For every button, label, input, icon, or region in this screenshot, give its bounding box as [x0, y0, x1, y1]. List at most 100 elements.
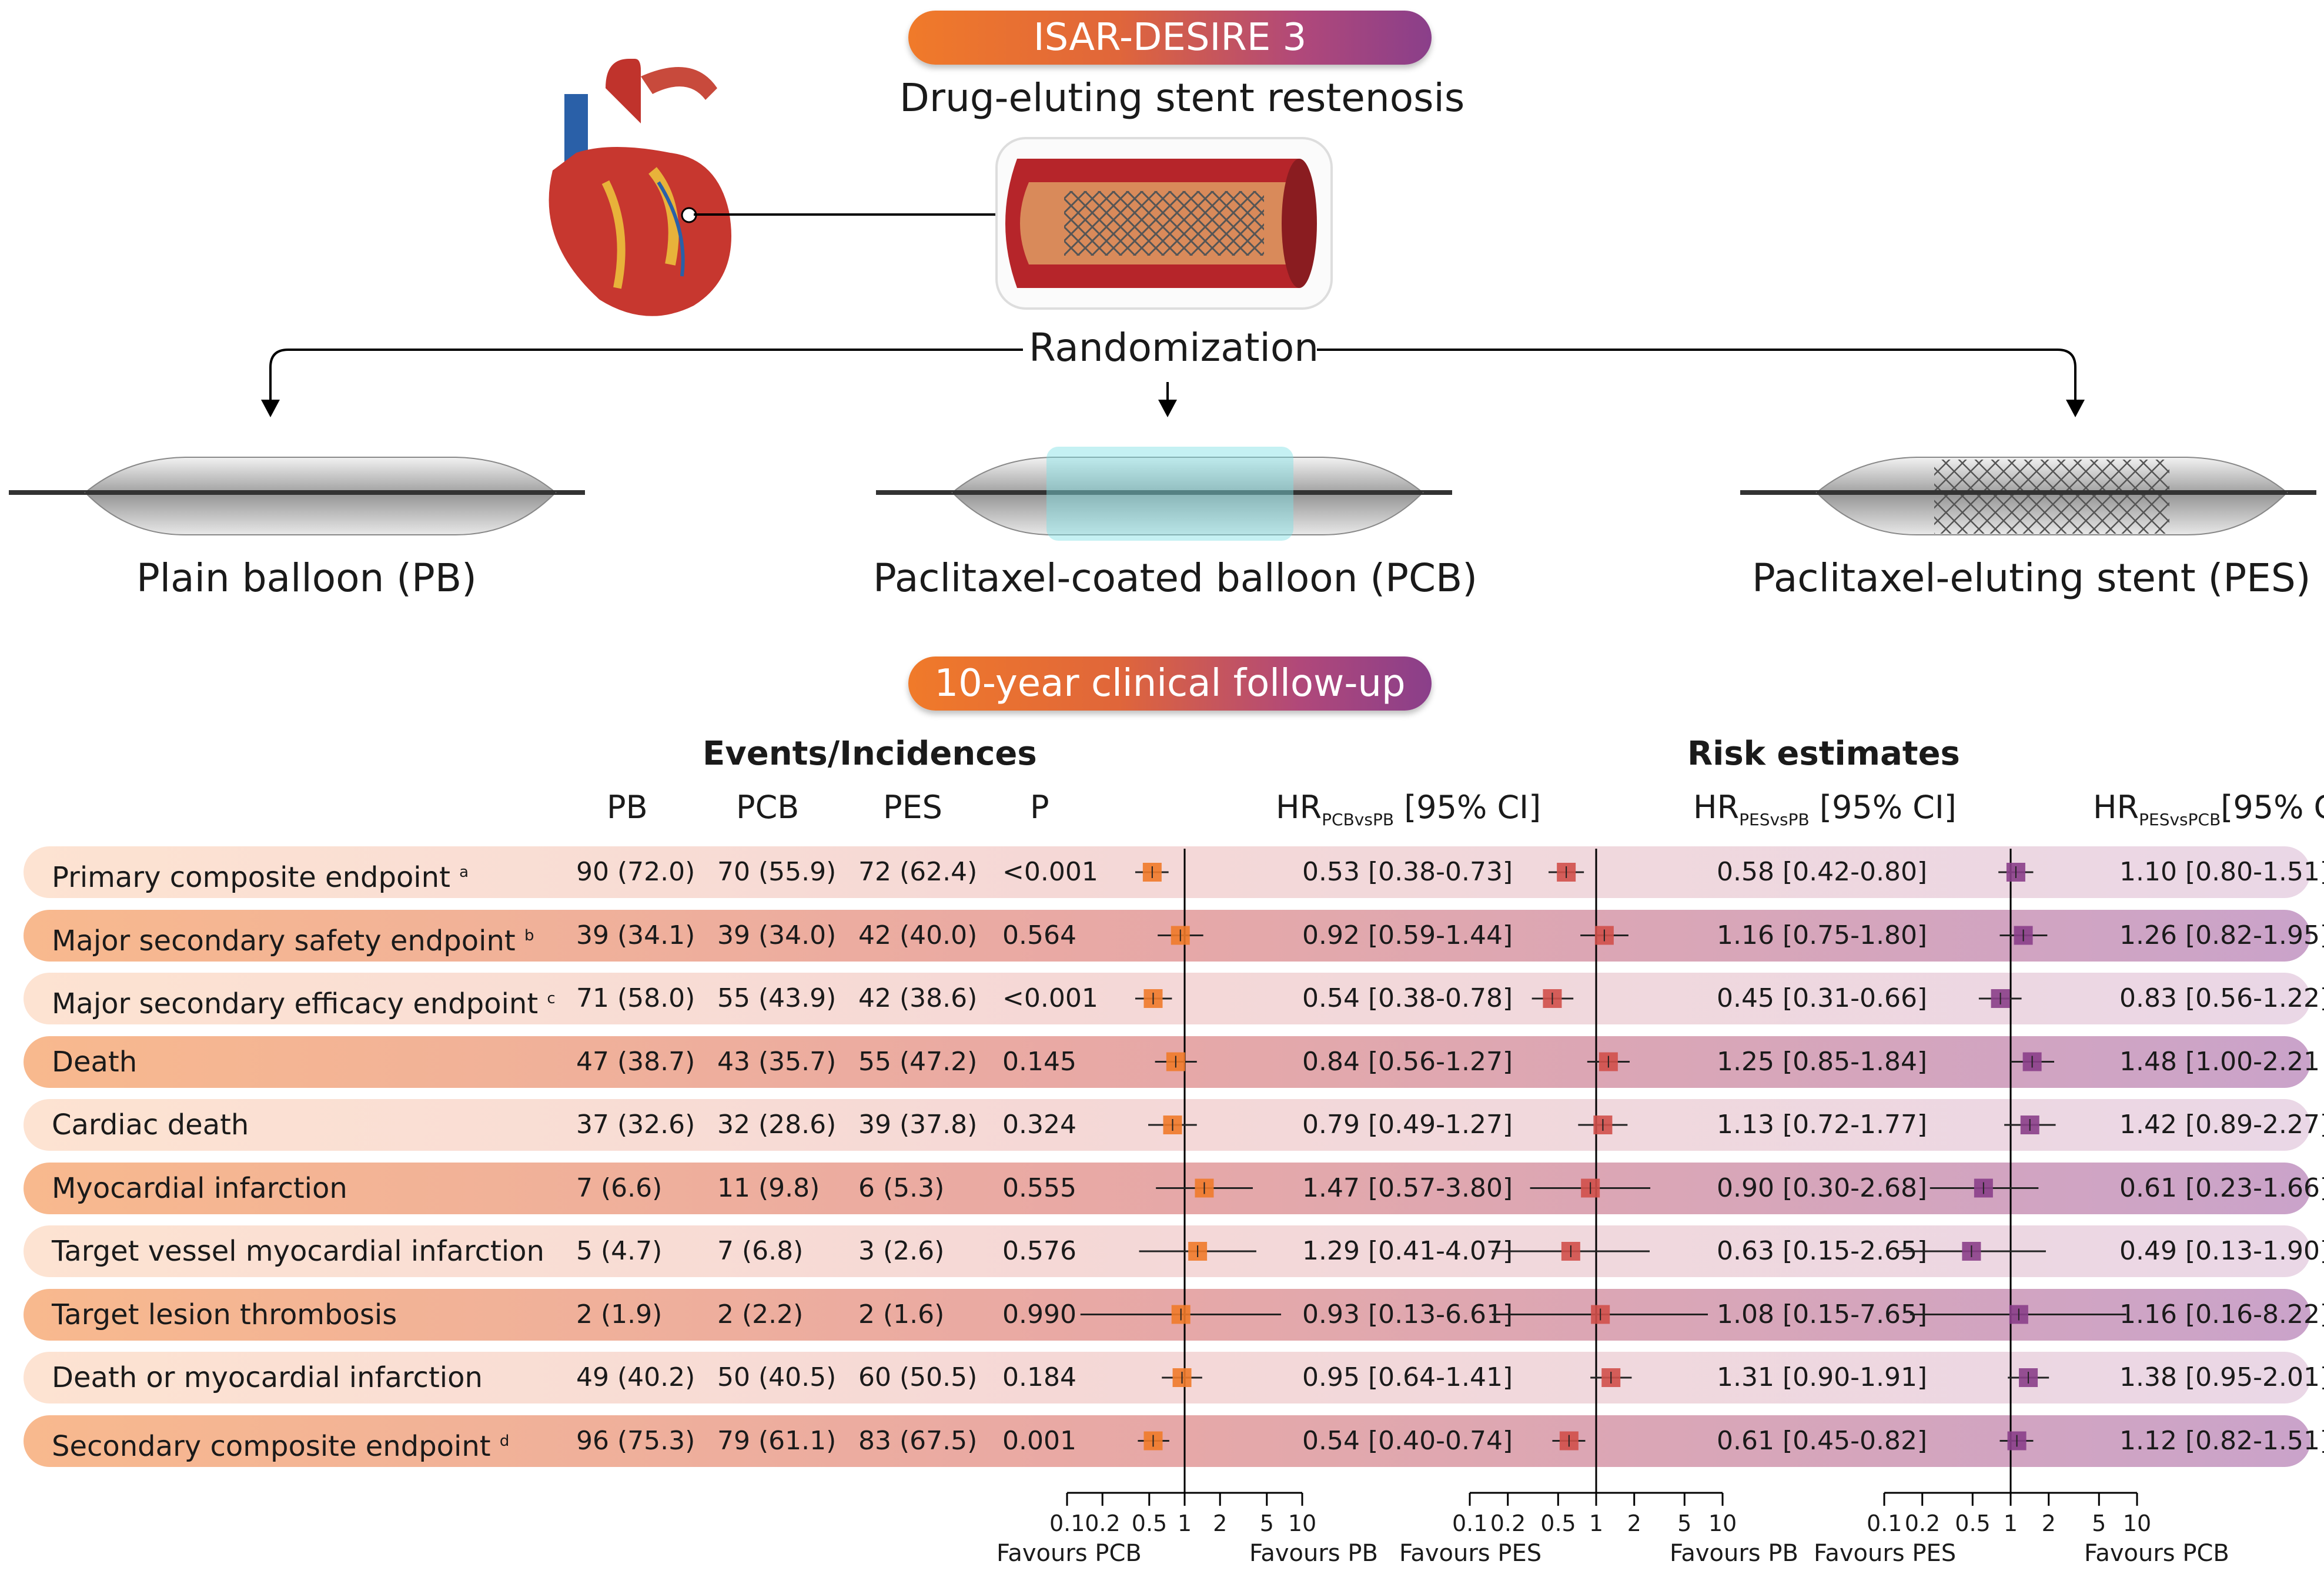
cell-hr-pes-vs-pcb: 1.48 [1.00-2.21 ]: [2119, 1046, 2324, 1077]
cell-pes: 42 (40.0): [858, 920, 978, 950]
subtitle: Drug-eluting stent restenosis: [899, 75, 1465, 120]
paclitaxel-eluting-stent-icon: [1740, 457, 2316, 535]
cell-p: 0.184: [1002, 1362, 1076, 1392]
axis-tick-label: 1: [1589, 1510, 1604, 1536]
cell-pcb: 43 (35.7): [717, 1046, 837, 1077]
cell-pb: 2 (1.9): [576, 1299, 663, 1329]
cell-pcb: 7 (6.8): [717, 1236, 804, 1266]
cell-pes: 72 (62.4): [858, 857, 978, 887]
table-row: Cardiac death 37 (32.6) 32 (28.6) 39 (37.8)…: [24, 1099, 2324, 1151]
randomization-label: Randomization: [1029, 325, 1319, 370]
cell-pb: 37 (32.6): [576, 1110, 695, 1140]
cell-hr-pes-vs-pcb: 1.26 [0.82-1.95]: [2119, 920, 2324, 950]
cell-pcb: 11 (9.8): [717, 1173, 820, 1203]
cell-pes: 60 (50.5): [858, 1362, 978, 1392]
cell-hr-pes-vs-pcb: 0.83 [0.56-1.22]: [2119, 983, 2324, 1013]
cell-hr-pcb-vs-pb: 0.79 [0.49-1.27]: [1302, 1110, 1513, 1140]
favours-right-label: Favours PB: [1670, 1540, 1798, 1567]
axis-tick-label: 0.5: [1540, 1510, 1576, 1536]
row-label: Target lesion thrombosis: [52, 1298, 397, 1331]
axis-tick-label: 10: [1708, 1510, 1737, 1536]
axis-tick-label: 1: [1177, 1510, 1192, 1536]
cell-pb: 90 (72.0): [576, 857, 695, 887]
cell-pes: 55 (47.2): [858, 1046, 978, 1077]
row-label: Primary composite endpoint a: [52, 861, 469, 894]
table-row: Myocardial infarction 7 (6.6) 11 (9.8) 6 (5…: [24, 1162, 2324, 1214]
cell-hr-pes-vs-pcb: 0.49 [0.13-1.90]: [2119, 1236, 2324, 1266]
table-row: Major secondary efficacy endpoint c 71 (5…: [24, 973, 2324, 1024]
cell-p: 0.564: [1002, 920, 1076, 950]
cell-hr-pcb-vs-pb: 0.95 [0.64-1.41]: [1302, 1362, 1513, 1392]
cell-hr-pcb-vs-pb: 1.47 [0.57-3.80]: [1302, 1173, 1513, 1203]
row-label: Target vessel myocardial infarction: [52, 1235, 544, 1268]
footnote-marker: a: [459, 863, 469, 881]
randomization-arrows: [261, 349, 2085, 417]
axis-tick-label: 0.2: [1904, 1510, 1941, 1536]
cell-p: 0.576: [1002, 1236, 1076, 1266]
cell-hr-pes-vs-pb: 0.61 [0.45-0.82]: [1717, 1425, 1928, 1456]
row-label: Death or myocardial infarction: [52, 1361, 483, 1394]
axis-tick-label: 2: [2041, 1510, 2056, 1536]
risk-header: Risk estimates: [1687, 735, 1960, 773]
cell-p: <0.001: [1002, 857, 1098, 887]
axis-tick-label: 0.1: [1867, 1510, 1902, 1536]
row-label: Major secondary safety endpoint b: [52, 924, 534, 957]
cell-hr-pcb-vs-pb: 1.29 [0.41-4.07]: [1302, 1236, 1513, 1266]
cell-hr-pes-vs-pb: 0.58 [0.42-0.80]: [1717, 857, 1928, 887]
cell-hr-pes-vs-pcb: 1.38 [0.95-2.01]: [2119, 1362, 2324, 1392]
axis-tick-label: 0.1: [1452, 1510, 1488, 1536]
cell-hr-pes-vs-pb: 1.16 [0.75-1.80]: [1717, 920, 1928, 950]
axis-tick-label: 0.1: [1049, 1510, 1085, 1536]
cell-pes: 6 (5.3): [858, 1173, 945, 1203]
cell-p: 0.990: [1002, 1299, 1076, 1329]
cell-hr-pcb-vs-pb: 0.92 [0.59-1.44]: [1302, 920, 1513, 950]
cell-pb: 71 (58.0): [576, 983, 695, 1013]
cell-hr-pcb-vs-pb: 0.84 [0.56-1.27]: [1302, 1046, 1513, 1077]
cell-pcb: 70 (55.9): [717, 857, 837, 887]
arm-label-pcb: Paclitaxel-coated balloon (PCB): [873, 555, 1478, 601]
connector-line: [694, 213, 999, 216]
axis-tick-label: 5: [1677, 1510, 1692, 1536]
col-hr-pes-vs-pcb: HRPESvsPCB[95% CI]: [2093, 789, 2324, 829]
row-label: Cardiac death: [52, 1108, 249, 1141]
axis-tick-label: 5: [1259, 1510, 1274, 1536]
cell-hr-pes-vs-pb: 0.63 [0.15-2.65]: [1717, 1236, 1928, 1266]
axis-tick-label: 0.2: [1490, 1510, 1526, 1536]
col-pb: PB: [607, 789, 648, 826]
footnote-marker: c: [547, 990, 556, 1007]
footnote-marker: b: [524, 926, 534, 944]
events-header: Events/Incidences: [703, 735, 1037, 773]
plain-balloon-icon: [9, 457, 585, 535]
axis-tick-label: 0.5: [1955, 1510, 1991, 1536]
cell-p: 0.145: [1002, 1046, 1076, 1077]
row-label: Secondary composite endpoint d: [52, 1429, 510, 1463]
axis-tick-label: 1: [2003, 1510, 2018, 1536]
cell-hr-pes-vs-pcb: 0.61 [0.23-1.66]: [2119, 1173, 2324, 1203]
col-hr-pcb-vs-pb: HRPCBvsPB [95% CI]: [1276, 789, 1541, 829]
cell-pcb: 32 (28.6): [717, 1110, 837, 1140]
col-p: P: [1030, 789, 1049, 826]
axis-tick-label: 10: [2122, 1510, 2152, 1536]
cell-pb: 47 (38.7): [576, 1046, 695, 1077]
favours-left-label: Favours PES: [1814, 1540, 1957, 1567]
followup-badge: 10-year clinical follow-up: [908, 656, 1432, 711]
cell-p: 0.324: [1002, 1110, 1076, 1140]
cell-pb: 49 (40.2): [576, 1362, 695, 1392]
trial-name-badge: ISAR-DESIRE 3: [908, 11, 1432, 65]
cell-hr-pcb-vs-pb: 0.54 [0.40-0.74]: [1302, 1425, 1513, 1456]
cell-hr-pes-vs-pb: 1.25 [0.85-1.84]: [1717, 1046, 1928, 1077]
cell-hr-pes-vs-pcb: 1.10 [0.80-1.51]: [2119, 857, 2324, 887]
col-pes: PES: [883, 789, 942, 826]
cell-pcb: 39 (34.0): [717, 920, 837, 950]
cell-hr-pes-vs-pcb: 1.42 [0.89-2.27]: [2119, 1110, 2324, 1140]
axis-tick-label: 10: [1288, 1510, 1317, 1536]
cell-pcb: 55 (43.9): [717, 983, 837, 1013]
cell-pes: 42 (38.6): [858, 983, 978, 1013]
favours-left-label: Favours PES: [1399, 1540, 1542, 1567]
cell-hr-pcb-vs-pb: 0.53 [0.38-0.73]: [1302, 857, 1513, 887]
paclitaxel-coated-balloon-icon: [876, 447, 1452, 541]
cell-pes: 39 (37.8): [858, 1110, 978, 1140]
cell-pb: 5 (4.7): [576, 1236, 663, 1266]
cell-p: 0.555: [1002, 1173, 1076, 1203]
